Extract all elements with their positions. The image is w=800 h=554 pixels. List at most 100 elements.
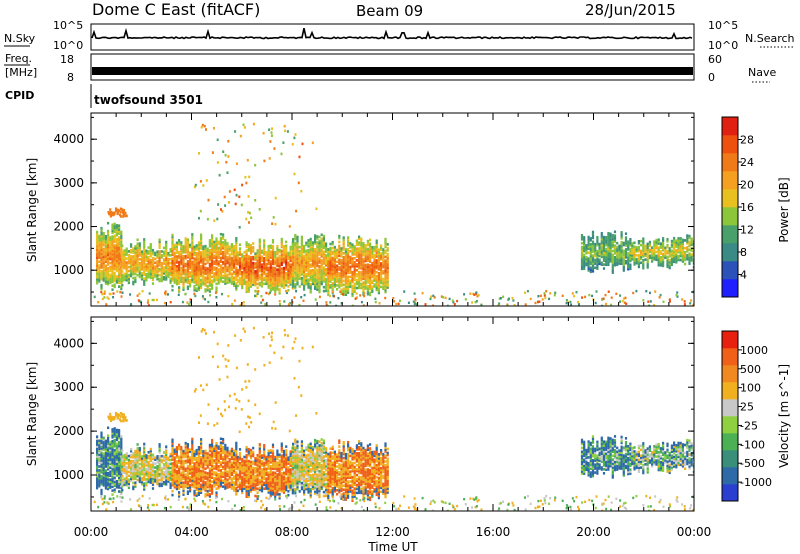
- power-echo-cell: [314, 252, 317, 255]
- power-echo-cell: [351, 257, 354, 260]
- power-echo-cell: [195, 289, 198, 292]
- power-echo-cell: [362, 277, 365, 281]
- power-echo-cell: [298, 285, 301, 288]
- velocity-echo-cell: [111, 430, 114, 433]
- power-scatter-cell: [146, 301, 149, 304]
- velocity-echo-cell: [184, 483, 187, 486]
- power-echo-cell: [318, 239, 321, 243]
- velocity-echo-cell: [130, 475, 133, 479]
- power-echo-cell: [675, 239, 678, 242]
- velocity-echo-cell: [143, 452, 146, 456]
- velocity-echo-cell: [182, 455, 185, 459]
- power-echo-cell: [165, 274, 168, 277]
- velocity-echo-cell: [156, 469, 159, 472]
- power-echo-cell: [287, 273, 290, 276]
- velocity-echo-cell: [98, 447, 101, 450]
- velocity-echo-cell: [138, 450, 141, 454]
- power-echo-cell: [366, 290, 369, 294]
- power-scatter-cell: [512, 299, 515, 302]
- power-echo-cell: [591, 258, 595, 261]
- power-echo-cell: [320, 237, 323, 241]
- power-echo-cell: [245, 241, 248, 244]
- power-echo-cell: [165, 270, 168, 273]
- power-echo-cell: [247, 270, 250, 274]
- power-echo-cell: [640, 249, 643, 253]
- power-scatter-cell: [607, 290, 610, 293]
- power-echo-cell: [342, 269, 345, 273]
- power-echo-cell: [111, 256, 114, 260]
- power-echo-cell: [132, 280, 135, 284]
- power-echo-cell: [380, 264, 383, 267]
- velocity-echo-cell: [149, 479, 152, 482]
- power-echo-cell: [373, 253, 376, 257]
- power-scatter-cell: [234, 202, 237, 206]
- power-echo-cell: [620, 260, 623, 264]
- velocity-echo-cell: [178, 471, 181, 474]
- velocity-echo-cell: [113, 433, 116, 436]
- power-echo-cell: [384, 265, 387, 268]
- power-echo-cell: [287, 289, 290, 292]
- power-echo-cell: [111, 260, 114, 264]
- power-echo-cell: [353, 278, 356, 282]
- velocity-echo-cell: [107, 462, 110, 465]
- velocity-echo-cell: [165, 481, 168, 484]
- power-echo-cell: [154, 257, 157, 261]
- power-echo-cell: [184, 272, 187, 276]
- velocity-echo-cell: [121, 461, 124, 464]
- power-echo-cell: [329, 286, 332, 289]
- power-echo-cell: [596, 243, 599, 247]
- power-echo-cell: [145, 249, 148, 253]
- power-echo-cell: [677, 258, 680, 262]
- power-echo-cell: [104, 237, 107, 240]
- power-echo-cell: [143, 247, 146, 251]
- velocity-echo-cell: [138, 454, 141, 458]
- velocity-echo-cell: [180, 483, 183, 486]
- power-echo-cell: [173, 267, 176, 270]
- power-echo-cell: [208, 280, 211, 283]
- velocity-echo-cell: [109, 446, 112, 450]
- power-echo-cell: [653, 240, 656, 243]
- velocity-echo-cell: [162, 451, 166, 454]
- power-echo-cell: [622, 261, 625, 264]
- power-echo-cell: [327, 269, 330, 273]
- velocity-echo-cell: [180, 471, 183, 475]
- power-scatter-cell: [279, 303, 281, 306]
- power-echo-cell: [353, 253, 356, 256]
- power-echo-cell: [369, 283, 372, 287]
- power-echo-cell: [197, 243, 200, 246]
- velocity-echo-cell: [138, 452, 141, 456]
- power-echo-cell: [173, 269, 176, 272]
- power-echo-cell: [605, 247, 608, 251]
- power-echo-cell: [138, 273, 141, 277]
- velocity-echo-cell: [184, 449, 187, 453]
- power-echo-cell: [303, 268, 306, 272]
- power-echo-cell: [121, 256, 124, 259]
- power-echo-cell: [662, 245, 665, 248]
- power-echo-cell: [325, 277, 328, 281]
- velocity-echo-cell: [104, 453, 107, 457]
- power-echo-cell: [171, 288, 174, 292]
- velocity-echo-cell: [191, 471, 194, 474]
- power-echo-cell: [605, 251, 608, 255]
- power-echo-cell: [230, 250, 233, 254]
- velocity-echo-cell: [102, 440, 105, 444]
- power-scatter-cell: [413, 292, 416, 295]
- velocity-echo-cell: [98, 473, 101, 476]
- power-echo-cell: [375, 276, 378, 280]
- power-echo-cell: [213, 248, 216, 252]
- power-echo-cell: [646, 262, 649, 265]
- power-echo-cell: [280, 261, 283, 264]
- power-echo-cell: [314, 277, 317, 281]
- power-echo-cell: [287, 285, 290, 288]
- power-echo-cell: [629, 265, 632, 269]
- power-echo-cell: [366, 275, 369, 278]
- power-echo-cell: [195, 244, 198, 247]
- power-echo-cell: [173, 259, 176, 263]
- power-echo-cell: [303, 284, 306, 287]
- power-echo-cell: [120, 248, 123, 251]
- power-echo-cell: [219, 240, 222, 244]
- power-echo-cell: [320, 266, 323, 270]
- power-echo-cell: [149, 252, 152, 256]
- velocity-echo-cell: [162, 474, 166, 478]
- power-echo-cell: [260, 271, 264, 274]
